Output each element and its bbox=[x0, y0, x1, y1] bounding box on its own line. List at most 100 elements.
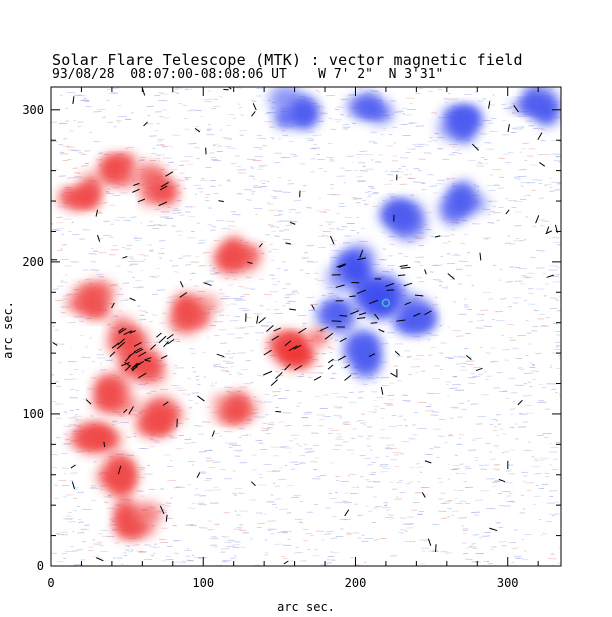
field-vector bbox=[132, 363, 141, 368]
field-vector bbox=[489, 527, 498, 532]
field-vector bbox=[123, 330, 133, 336]
field-vector bbox=[331, 320, 342, 322]
field-vector bbox=[138, 372, 147, 379]
field-vector bbox=[427, 538, 432, 546]
field-vector bbox=[125, 354, 132, 362]
field-vector bbox=[117, 465, 122, 475]
field-vector bbox=[294, 365, 303, 371]
field-vector bbox=[356, 317, 366, 319]
field-vector bbox=[166, 333, 174, 340]
field-vector bbox=[129, 330, 136, 334]
field-vector bbox=[475, 367, 483, 372]
field-vector bbox=[380, 386, 384, 395]
field-vector bbox=[289, 221, 296, 225]
field-vector bbox=[109, 351, 116, 357]
field-vector bbox=[203, 282, 212, 286]
field-vector bbox=[498, 478, 506, 483]
field-vector bbox=[111, 302, 115, 309]
field-vector bbox=[263, 370, 273, 376]
field-vector bbox=[179, 292, 188, 298]
positive-polarity-region bbox=[110, 332, 130, 349]
field-vector bbox=[103, 441, 106, 448]
field-vector bbox=[72, 96, 75, 105]
field-vector bbox=[156, 332, 162, 338]
positive-polarity-region bbox=[190, 294, 221, 315]
field-vector bbox=[535, 215, 540, 224]
field-vector bbox=[266, 324, 274, 332]
field-vector bbox=[479, 252, 482, 261]
field-vector bbox=[424, 460, 432, 464]
field-vector bbox=[324, 332, 334, 340]
field-vector bbox=[149, 344, 157, 350]
x-tick-label: 300 bbox=[496, 576, 519, 590]
field-vector bbox=[275, 371, 283, 380]
field-vector bbox=[546, 274, 554, 278]
field-vector bbox=[537, 132, 543, 140]
x-axis-label: arc sec. bbox=[277, 600, 335, 614]
field-vector bbox=[197, 395, 205, 402]
field-vector bbox=[52, 342, 58, 346]
field-vector bbox=[288, 345, 298, 352]
positive-polarity-region bbox=[142, 348, 160, 375]
magnetogram-image bbox=[51, 87, 561, 566]
negative-polarity-region bbox=[276, 109, 293, 129]
field-vector bbox=[320, 326, 329, 332]
y-tick-label: 100 bbox=[22, 406, 44, 421]
field-vector bbox=[138, 351, 147, 357]
field-vector bbox=[344, 364, 351, 369]
plot-title: Solar Flare Telescope (MTK) : vector mag… bbox=[52, 51, 523, 69]
field-vector bbox=[133, 182, 140, 186]
field-vector bbox=[390, 372, 398, 378]
field-vector bbox=[122, 255, 128, 259]
reference-marker bbox=[381, 298, 391, 308]
field-vector bbox=[368, 353, 376, 357]
field-vector bbox=[256, 315, 259, 324]
field-vector bbox=[132, 188, 140, 193]
negative-core bbox=[341, 255, 370, 284]
positive-polarity-region bbox=[177, 299, 194, 320]
field-vector bbox=[258, 317, 266, 324]
positive-polarity-region bbox=[120, 521, 156, 536]
field-vector bbox=[404, 301, 412, 306]
field-vector bbox=[133, 341, 142, 347]
negative-polarity-region bbox=[343, 341, 378, 365]
field-vector bbox=[123, 408, 128, 414]
positive-polarity-region bbox=[131, 370, 167, 384]
x-tick-label: 100 bbox=[192, 576, 215, 590]
field-vector bbox=[398, 274, 406, 277]
field-vector bbox=[368, 299, 379, 305]
field-vector bbox=[71, 481, 75, 490]
field-vector bbox=[143, 121, 148, 127]
field-vector bbox=[124, 364, 132, 372]
plot-subtitle: 93/08/28 08:07:00-08:08:06 UT W 7' 2" N … bbox=[52, 68, 443, 81]
field-vector bbox=[546, 226, 550, 233]
field-vector bbox=[247, 261, 253, 264]
negative-polarity-region bbox=[460, 108, 477, 125]
field-vector bbox=[435, 544, 437, 552]
noise-streak bbox=[407, 373, 413, 376]
field-vector bbox=[160, 355, 168, 359]
field-vector bbox=[329, 235, 335, 245]
field-vector bbox=[159, 505, 165, 515]
axis-ticks bbox=[50, 87, 561, 567]
field-vector bbox=[466, 354, 472, 361]
field-vector bbox=[159, 185, 168, 191]
field-vector bbox=[118, 327, 124, 333]
field-vector bbox=[285, 242, 291, 245]
field-vector bbox=[258, 242, 263, 248]
x-tick-label: 200 bbox=[344, 576, 367, 590]
positive-polarity-region bbox=[211, 394, 244, 411]
field-vector bbox=[414, 294, 424, 297]
field-vector bbox=[327, 364, 334, 370]
field-vector bbox=[421, 492, 426, 498]
field-vector bbox=[349, 295, 356, 298]
field-vector bbox=[344, 509, 350, 517]
field-vector bbox=[424, 269, 427, 275]
positive-polarity-region bbox=[104, 394, 140, 416]
field-vector bbox=[273, 327, 281, 332]
field-vector bbox=[403, 282, 413, 287]
positive-polarity-region bbox=[127, 502, 163, 525]
field-vector bbox=[370, 322, 378, 324]
field-vector bbox=[513, 105, 519, 113]
